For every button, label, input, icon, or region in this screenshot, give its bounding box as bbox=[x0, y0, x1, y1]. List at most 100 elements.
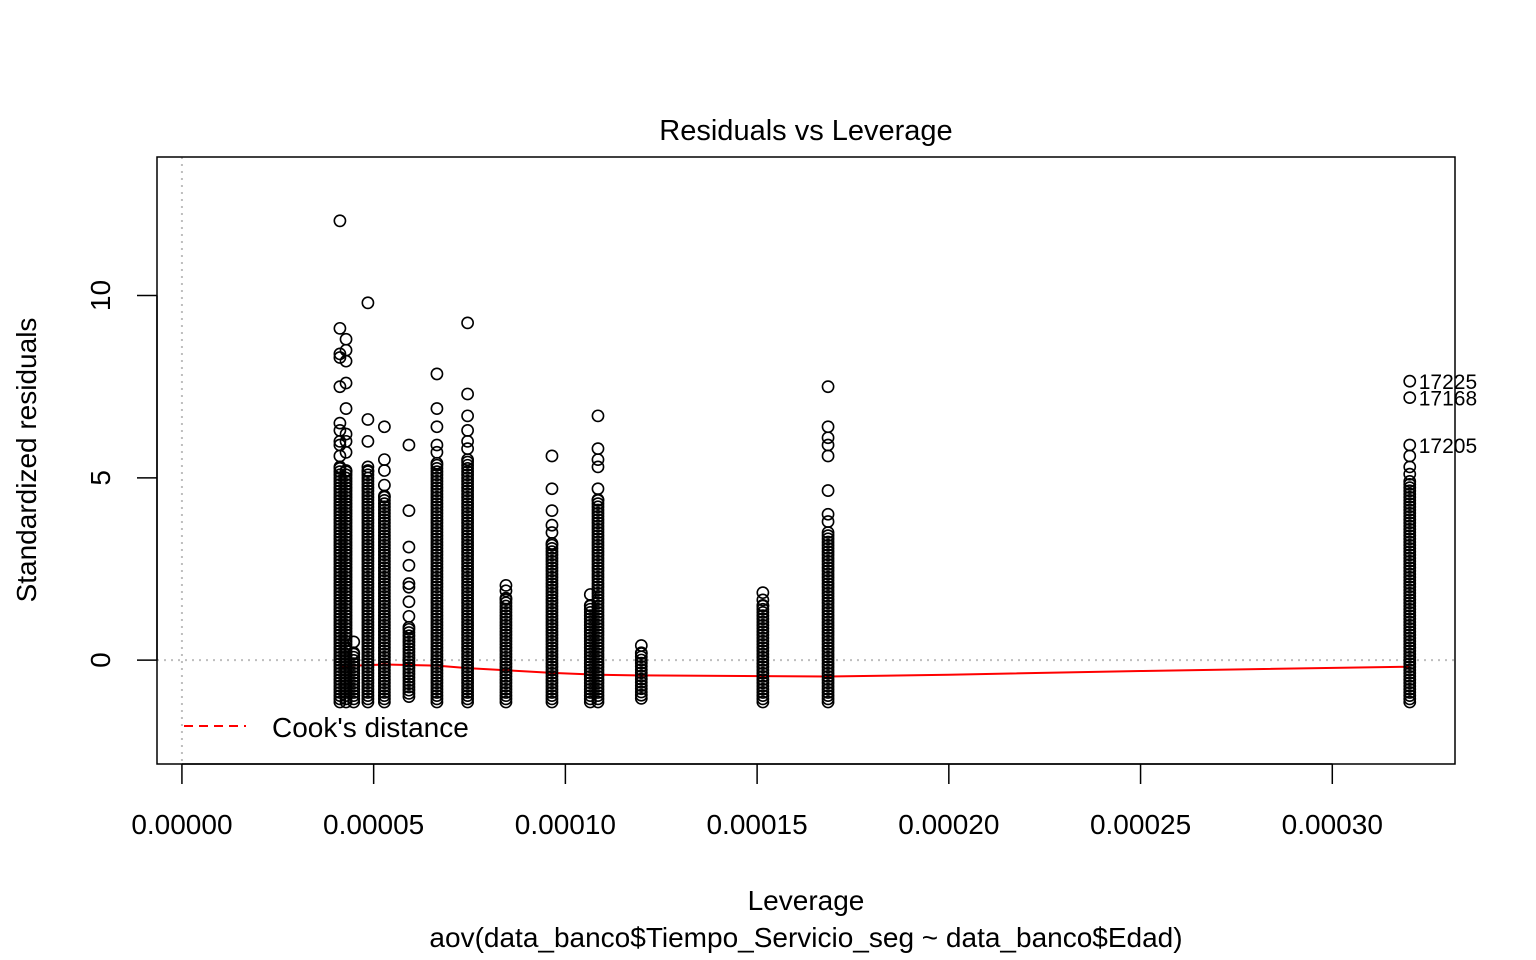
data-point bbox=[461, 689, 474, 703]
data-point bbox=[545, 583, 559, 597]
data-point bbox=[1403, 529, 1417, 543]
data-point bbox=[545, 666, 559, 680]
data-point bbox=[339, 666, 353, 680]
data-point bbox=[591, 625, 605, 639]
data-point bbox=[1403, 663, 1417, 677]
data-point bbox=[756, 654, 770, 667]
data-point bbox=[1403, 650, 1417, 664]
data-point bbox=[402, 690, 416, 703]
data-point bbox=[430, 593, 444, 607]
data-point bbox=[339, 673, 353, 687]
data-point bbox=[461, 641, 474, 655]
data-point bbox=[756, 673, 770, 687]
data-point bbox=[499, 606, 513, 619]
data-point bbox=[377, 606, 391, 619]
data-point bbox=[361, 586, 375, 600]
data-point bbox=[1403, 391, 1417, 405]
data-point bbox=[821, 679, 835, 693]
data-point bbox=[430, 490, 444, 504]
data-point bbox=[591, 650, 605, 664]
data-point bbox=[402, 626, 416, 639]
data-point bbox=[821, 596, 835, 610]
data-point bbox=[430, 586, 444, 600]
data-point bbox=[821, 695, 835, 709]
legend-label: Cook's distance bbox=[272, 712, 469, 743]
data-point bbox=[430, 513, 444, 527]
data-point bbox=[545, 695, 559, 709]
data-point bbox=[591, 558, 605, 571]
data-point bbox=[377, 522, 391, 536]
data-point bbox=[461, 654, 474, 667]
data-point bbox=[499, 578, 513, 592]
data-point bbox=[461, 679, 474, 693]
data-point bbox=[1403, 516, 1417, 530]
data-point bbox=[461, 503, 474, 517]
data-point bbox=[361, 529, 375, 543]
data-point bbox=[430, 599, 444, 613]
data-point bbox=[339, 545, 353, 559]
data-point bbox=[1403, 654, 1417, 667]
data-point bbox=[461, 670, 474, 683]
data-point bbox=[634, 679, 648, 692]
data-point bbox=[377, 577, 391, 591]
data-point bbox=[402, 667, 416, 681]
data-point bbox=[339, 481, 353, 495]
data-point bbox=[339, 402, 353, 415]
data-point bbox=[377, 558, 391, 571]
data-point bbox=[756, 695, 770, 709]
data-point bbox=[756, 628, 770, 642]
data-point bbox=[361, 673, 375, 687]
data-point bbox=[361, 577, 375, 591]
data-point bbox=[339, 679, 353, 693]
data-point bbox=[583, 615, 597, 629]
data-point bbox=[461, 474, 474, 488]
data-point bbox=[1403, 545, 1417, 559]
data-point bbox=[361, 561, 375, 575]
data-point bbox=[339, 494, 353, 507]
data-point bbox=[591, 580, 605, 594]
data-point bbox=[461, 686, 474, 699]
data-point bbox=[339, 516, 353, 530]
data-point bbox=[430, 445, 444, 459]
data-point bbox=[583, 638, 597, 651]
data-point bbox=[339, 487, 353, 501]
data-point bbox=[361, 497, 375, 511]
data-point bbox=[377, 561, 391, 575]
data-point bbox=[361, 570, 375, 584]
data-point bbox=[461, 622, 474, 635]
data-point bbox=[361, 679, 375, 693]
data-point bbox=[634, 646, 648, 660]
point-label: 17168 bbox=[1419, 388, 1477, 411]
data-point bbox=[1403, 513, 1417, 527]
data-point bbox=[821, 551, 835, 565]
data-point bbox=[361, 666, 375, 680]
data-point bbox=[361, 631, 375, 645]
data-point bbox=[339, 490, 353, 504]
data-point bbox=[545, 545, 559, 559]
data-point bbox=[361, 490, 375, 504]
data-point bbox=[361, 513, 375, 527]
data-point bbox=[1403, 615, 1417, 629]
data-point bbox=[1403, 596, 1417, 610]
data-point bbox=[591, 622, 605, 635]
data-point bbox=[430, 564, 444, 578]
data-point bbox=[591, 676, 605, 690]
data-point bbox=[377, 682, 391, 696]
data-point bbox=[461, 618, 474, 632]
data-point bbox=[361, 609, 375, 623]
data-point bbox=[545, 647, 559, 661]
chart-title: Residuals vs Leverage bbox=[659, 115, 952, 147]
data-point bbox=[756, 593, 770, 607]
data-point bbox=[591, 409, 605, 423]
data-point bbox=[583, 689, 597, 703]
data-point bbox=[430, 465, 444, 479]
data-point bbox=[461, 481, 474, 495]
data-point bbox=[583, 679, 597, 693]
data-point bbox=[634, 675, 648, 689]
data-point bbox=[583, 625, 597, 639]
data-point bbox=[461, 580, 474, 594]
data-point bbox=[361, 663, 375, 677]
data-point bbox=[361, 670, 375, 683]
data-point bbox=[361, 596, 375, 610]
data-point bbox=[377, 609, 391, 623]
